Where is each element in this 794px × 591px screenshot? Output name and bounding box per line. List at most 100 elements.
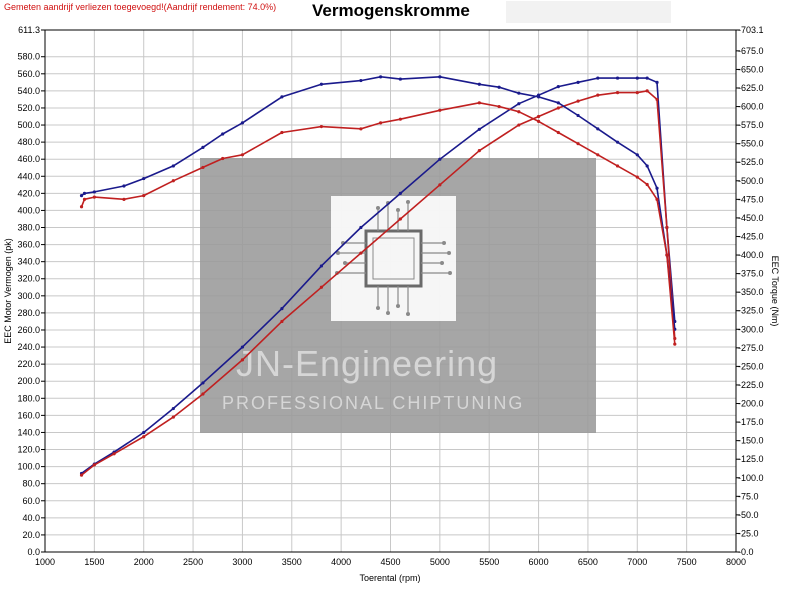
data-point: [142, 430, 146, 435]
right-tick-label: -475.0: [738, 194, 764, 204]
left-tick-label: 160.0: [17, 410, 40, 420]
data-point: [379, 121, 383, 125]
left-tick-label: 100.0: [17, 462, 40, 472]
data-point: [635, 153, 639, 157]
left-tick-label: 140.0: [17, 427, 40, 437]
right-tick-label: -525.0: [738, 157, 764, 167]
data-point: [665, 225, 669, 230]
data-point: [92, 463, 96, 467]
x-tick-label: 3500: [282, 557, 302, 567]
data-point: [201, 392, 205, 396]
right-tick-label: -150.0: [738, 436, 764, 446]
x-tick-label: 1500: [84, 557, 104, 567]
data-point: [398, 191, 402, 195]
left-tick-label: 120.0: [17, 445, 40, 455]
right-tick-label: -125.0: [738, 454, 764, 464]
right-tick-label: -450.0: [738, 213, 764, 223]
data-point: [655, 97, 659, 102]
red-power-line: [81, 90, 676, 476]
data-point: [615, 140, 620, 144]
x-tick-label: 3000: [232, 557, 252, 567]
data-point: [359, 225, 363, 230]
data-point: [319, 124, 323, 129]
blue-torque-line: [81, 76, 676, 330]
right-tick-label: -425.0: [738, 231, 764, 241]
data-point: [596, 93, 600, 97]
right-tick-label: -600.0: [738, 102, 764, 112]
left-tick-label: 80.0: [22, 479, 40, 489]
data-point: [201, 145, 205, 149]
right-tick-label: -225.0: [738, 380, 764, 390]
data-point: [92, 195, 96, 199]
left-tick-label: 280.0: [17, 308, 40, 318]
right-axis-title: EEC Torque (Nm): [770, 256, 780, 327]
data-point: [576, 113, 580, 118]
left-tick-label: 0.0: [27, 547, 40, 557]
left-tick-label: 340.0: [17, 257, 40, 267]
data-point: [536, 95, 541, 99]
data-point: [556, 85, 560, 89]
left-tick-label: 220.0: [17, 359, 40, 369]
data-point: [536, 114, 541, 119]
watermark-tagline: PROFESSIONAL CHIPTUNING: [222, 393, 524, 413]
data-point: [142, 194, 146, 198]
data-point: [576, 142, 580, 146]
x-tick-label: 8000: [726, 557, 746, 567]
left-tick-label: 580.0: [17, 52, 40, 62]
data-point: [398, 217, 402, 221]
data-point: [112, 452, 116, 456]
right-tick-label: -703.1: [738, 25, 764, 35]
data-point: [398, 77, 402, 81]
x-tick-label: 2000: [134, 557, 154, 567]
data-point: [280, 307, 284, 311]
data-point: [171, 164, 175, 168]
data-point: [556, 130, 560, 135]
data-point: [79, 194, 84, 198]
data-point: [438, 157, 442, 161]
plot-frame: [44, 29, 737, 553]
right-tick-label: -250.0: [738, 361, 764, 371]
left-tick-label: 260.0: [17, 325, 40, 335]
left-tick-label: 520.0: [17, 103, 40, 113]
chart-title: Vermogenskromme: [312, 1, 470, 20]
blue-power-line: [81, 77, 676, 475]
data-point: [240, 358, 245, 362]
data-point: [280, 130, 284, 135]
drivetrain-loss-note: Gemeten aandrijf verliezen toegevoegd!(A…: [4, 2, 277, 12]
x-tick-label: 5000: [430, 557, 450, 567]
x-tick-label: 7500: [677, 557, 697, 567]
left-tick-label: 20.0: [22, 530, 40, 540]
data-point: [576, 99, 580, 103]
data-point: [201, 381, 205, 385]
right-tick-label: -25.0: [738, 528, 759, 538]
red-torque-line: [80, 102, 676, 345]
data-point: [171, 415, 175, 419]
data-point: [645, 182, 649, 187]
right-tick-label: -100.0: [738, 473, 764, 483]
x-tick-label: 1000: [35, 557, 55, 567]
left-tick-label: 480.0: [17, 137, 40, 147]
circuit-chip-logo: [331, 196, 456, 321]
data-point: [359, 78, 363, 83]
data-point: [319, 285, 323, 289]
left-tick-label: 540.0: [17, 86, 40, 96]
data-point: [79, 205, 84, 209]
right-tick-label: -325.0: [738, 306, 764, 316]
data-point: [319, 264, 323, 268]
data-point: [122, 184, 126, 188]
x-tick-label: 4000: [331, 557, 351, 567]
x-tick-label: 7000: [627, 557, 647, 567]
data-point: [221, 132, 225, 136]
data-point: [280, 319, 284, 324]
data-point: [517, 123, 521, 127]
data-point: [556, 101, 560, 105]
data-point: [477, 149, 481, 153]
watermark: JN-Engineering PROFESSIONAL CHIPTUNING: [200, 158, 596, 433]
data-point: [655, 186, 659, 190]
right-tick-label: -375.0: [738, 269, 764, 279]
data-point: [477, 127, 481, 131]
data-point: [359, 127, 363, 131]
data-point: [240, 345, 245, 349]
data-point: [438, 183, 442, 187]
left-tick-label: 240.0: [17, 342, 40, 352]
